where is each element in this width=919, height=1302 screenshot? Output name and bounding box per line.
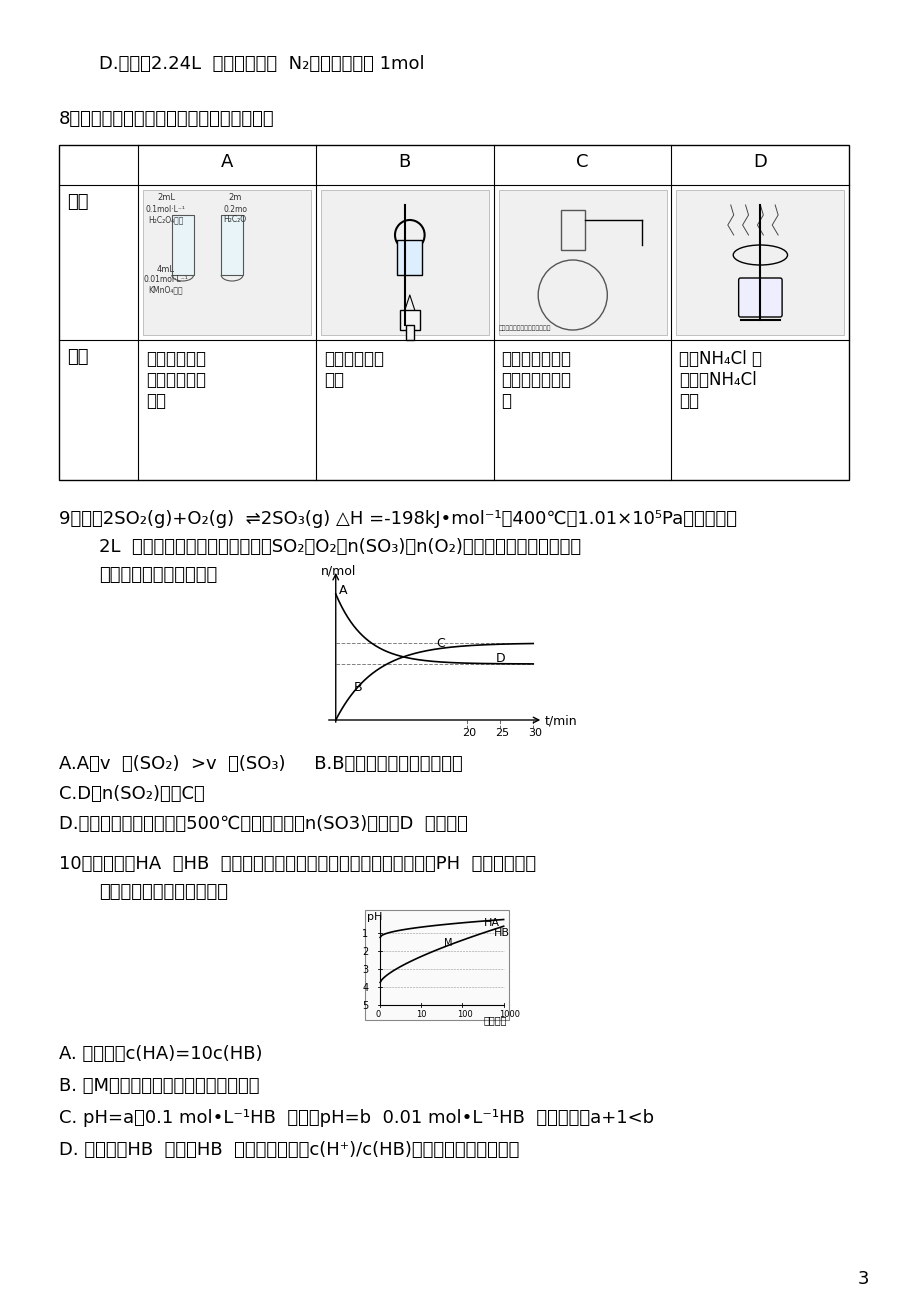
Text: C: C [436, 637, 445, 650]
Bar [675, 190, 844, 335]
Text: 30: 30 [528, 728, 541, 738]
Text: 4: 4 [362, 983, 368, 993]
Text: 5: 5 [362, 1001, 368, 1010]
Text: 2L  的恒容密闭容器中充入一定量SO₂和O₂，n(SO₃)和n(O₂)等随时间的变化曲线如图: 2L 的恒容密闭容器中充入一定量SO₂和O₂，n(SO₃)和n(O₂)等随时间的… [98, 538, 580, 556]
Text: 2mL: 2mL [157, 193, 175, 202]
Text: 所示。下列叙述正确的是: 所示。下列叙述正确的是 [98, 566, 217, 585]
Text: 证明铁粉能与水
蒸气反应产生氢
气: 证明铁粉能与水 蒸气反应产生氢 气 [501, 350, 571, 410]
Bar [405, 326, 414, 340]
Text: 8、下列实验方案中能达到相应实验目的的是: 8、下列实验方案中能达到相应实验目的的是 [59, 109, 275, 128]
Bar [365, 910, 508, 1019]
Text: M: M [443, 939, 452, 948]
FancyBboxPatch shape [738, 279, 781, 316]
Bar [498, 190, 666, 335]
Text: 3: 3 [362, 965, 368, 975]
Text: A.A点v  正(SO₂)  >v  逆(SO₃)     B.B点表示反应处于平衡状态: A.A点v 正(SO₂) >v 逆(SO₃) B.B点表示反应处于平衡状态 [59, 755, 462, 773]
Text: 0: 0 [375, 1010, 380, 1019]
Text: 1: 1 [362, 930, 368, 939]
Text: A: A [221, 154, 233, 171]
Text: 4mL: 4mL [157, 266, 175, 273]
Bar [400, 310, 419, 329]
Text: KMnO₄溶液: KMnO₄溶液 [149, 285, 183, 294]
Text: 稀释倍数: 稀释倍数 [483, 1016, 506, 1025]
Text: 10: 10 [416, 1010, 426, 1019]
Text: 1000: 1000 [498, 1010, 519, 1019]
Text: pH: pH [367, 911, 382, 922]
Text: 0.1mol·L⁻¹: 0.1mol·L⁻¹ [146, 204, 186, 214]
Text: HA: HA [483, 918, 499, 928]
Bar [59, 145, 848, 480]
Text: D.其它条件不变，升温至500℃并达平衡时，n(SO3)比图中D  点的值大: D.其它条件不变，升温至500℃并达平衡时，n(SO3)比图中D 点的值大 [59, 815, 468, 833]
Text: 目的: 目的 [67, 348, 88, 366]
Text: C.D点n(SO₂)大于C点: C.D点n(SO₂)大于C点 [59, 785, 205, 803]
Text: D.若生成2.24L  （标准状况）  N₂，则转移电子 1mol: D.若生成2.24L （标准状况） N₂，则转移电子 1mol [98, 55, 424, 73]
Text: C. pH=a的0.1 mol•L⁻¹HB  溶液与pH=b  0.01 mol•L⁻¹HB  溶液相比，a+1<b: C. pH=a的0.1 mol•L⁻¹HB 溶液与pH=b 0.01 mol•L… [59, 1109, 653, 1128]
FancyBboxPatch shape [397, 240, 422, 275]
Text: B: B [353, 681, 362, 694]
Ellipse shape [732, 245, 787, 266]
Text: HB: HB [494, 928, 509, 937]
Text: 2: 2 [362, 947, 368, 957]
Bar [221, 215, 243, 275]
Text: 探究浓度对化
学反应速率的
影响: 探究浓度对化 学反应速率的 影响 [146, 350, 206, 410]
Text: D: D [753, 154, 766, 171]
Text: 蒸干NH₄Cl 溶
液制备NH₄Cl
晶体: 蒸干NH₄Cl 溶 液制备NH₄Cl 晶体 [678, 350, 762, 410]
Text: 0.01mol·L⁻¹: 0.01mol·L⁻¹ [143, 275, 188, 284]
Text: 灼烧海带成海
带灰: 灼烧海带成海 带灰 [323, 350, 383, 389]
Text: H₂C₂O₄溶液: H₂C₂O₄溶液 [148, 215, 184, 224]
Text: C: C [575, 154, 588, 171]
Text: 2m: 2m [228, 193, 242, 202]
Bar [321, 190, 488, 335]
Text: 用火焰点燃能与蒸气时发生爆鸣: 用火焰点燃能与蒸气时发生爆鸣 [498, 326, 550, 331]
Text: D: D [495, 652, 505, 665]
Text: 9、已知2SO₂(g)+O₂(g)  ⇌2SO₃(g) △H =-198kJ•mol⁻¹。400℃，1.01×10⁵Pa，向容积为: 9、已知2SO₂(g)+O₂(g) ⇌2SO₃(g) △H =-198kJ•mo… [59, 510, 736, 529]
Text: 20: 20 [462, 728, 476, 738]
Text: B: B [398, 154, 411, 171]
Text: 0.2mo: 0.2mo [222, 204, 247, 214]
Text: 25: 25 [494, 728, 509, 738]
Text: 示。则下列叙述中正确的是: 示。则下列叙述中正确的是 [98, 883, 228, 901]
Text: A: A [338, 585, 346, 598]
Text: B. 在M点两种溶液中水的电离程度相同: B. 在M点两种溶液中水的电离程度相同 [59, 1077, 259, 1095]
Text: 10、常温下将HA  和HB  两种一元酸的溶液分别加水稀释，稀释时溶液PH  的变化如图所: 10、常温下将HA 和HB 两种一元酸的溶液分别加水稀释，稀释时溶液PH 的变化… [59, 855, 536, 874]
Bar [561, 210, 584, 250]
Text: t/min: t/min [544, 715, 577, 728]
Text: n/mol: n/mol [321, 565, 356, 578]
Bar [172, 215, 193, 275]
Text: 100: 100 [457, 1010, 472, 1019]
Text: H₂C₂O: H₂C₂O [223, 215, 246, 224]
Text: D. 加水稀释HB  溶液，HB  的电离度增大，c(H⁺)/c(HB)减小，溶液的酸性减弱: D. 加水稀释HB 溶液，HB 的电离度增大，c(H⁺)/c(HB)减小，溶液的… [59, 1141, 519, 1159]
Text: 方案: 方案 [67, 193, 88, 211]
Text: A. 稀释前，c(HA)=10c(HB): A. 稀释前，c(HA)=10c(HB) [59, 1046, 263, 1062]
Text: 3: 3 [857, 1269, 868, 1288]
Bar [143, 190, 311, 335]
